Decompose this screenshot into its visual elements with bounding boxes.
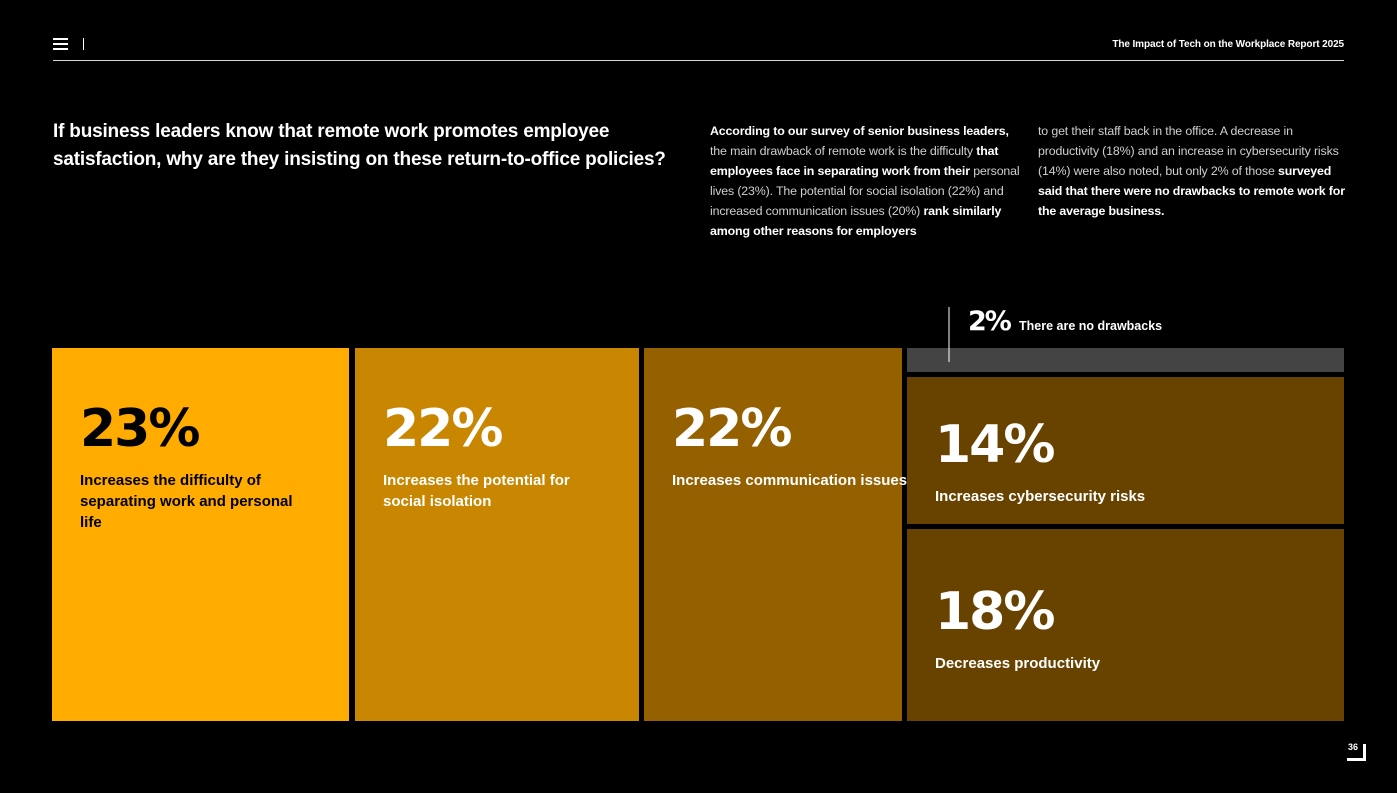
tile-label: Increases the difficulty of separating wo… <box>80 472 293 531</box>
tile-label: There are no drawbacks <box>1019 319 1162 333</box>
body-text-column-1: According to our survey of senior busine… <box>710 121 1020 241</box>
treemap-tile: 22% Increases the potential for social iso… <box>355 348 639 721</box>
body-text-segment: surveyed said that there were no drawbac… <box>1038 164 1345 218</box>
tile-value: 2% <box>968 306 1012 337</box>
tile-value: 22% <box>383 399 502 459</box>
page-number: 36 <box>1347 742 1358 752</box>
body-text-segment: that employees face in separating work f… <box>710 144 999 178</box>
treemap-tile-rect <box>907 348 1344 372</box>
treemap-tile: 18% Decreases productivity <box>907 529 1344 721</box>
treemap-tile-rect <box>644 348 902 721</box>
body-text-column-2: to get their staff back in the office. A… <box>1038 121 1348 221</box>
body-text-segment: personal lives (23%). The potential for … <box>710 164 1020 218</box>
tile-value: 18% <box>935 582 1054 642</box>
tile-value: 14% <box>935 415 1054 475</box>
tile-label: Decreases productivity <box>935 655 1101 672</box>
hamburger-menu-icon[interactable] <box>53 38 68 51</box>
body-text-segment: According to our survey of senior busine… <box>710 124 1009 138</box>
top-bar: The Impact of Tech on the Workplace Repo… <box>53 30 1344 61</box>
treemap-tile: 2% There are no drawbacks <box>907 306 1344 372</box>
treemap-tile-rect <box>355 348 639 721</box>
page-headline: If business leaders know that remote wor… <box>53 121 666 170</box>
report-title: The Impact of Tech on the Workplace Repo… <box>1112 39 1344 50</box>
treemap-tile: 14% Increases cybersecurity risks <box>907 377 1344 524</box>
treemap-tile-rect <box>907 529 1344 721</box>
treemap-tile: 22% Increases communication issues <box>644 348 907 721</box>
tile-label: Increases the potential for social isolat… <box>383 472 570 510</box>
treemap-tile-rect <box>52 348 349 721</box>
tile-value: 23% <box>80 399 199 459</box>
treemap-tile-rect <box>907 377 1344 524</box>
body-text-segment: rank similarly among other reasons for e… <box>710 204 1002 238</box>
body-text-segment: to get their staff back in the office. A… <box>1038 124 1339 178</box>
page-number-badge: 36 <box>1344 741 1366 761</box>
body-text-segment: the main drawback of remote work is the … <box>710 144 977 158</box>
treemap-tile: 23% Increases the difficulty of separating… <box>52 348 349 721</box>
header-divider <box>83 38 84 50</box>
tile-label: Increases communication issues <box>672 472 907 489</box>
tile-label: Increases cybersecurity risks <box>935 488 1145 505</box>
tile-value: 22% <box>672 399 791 459</box>
